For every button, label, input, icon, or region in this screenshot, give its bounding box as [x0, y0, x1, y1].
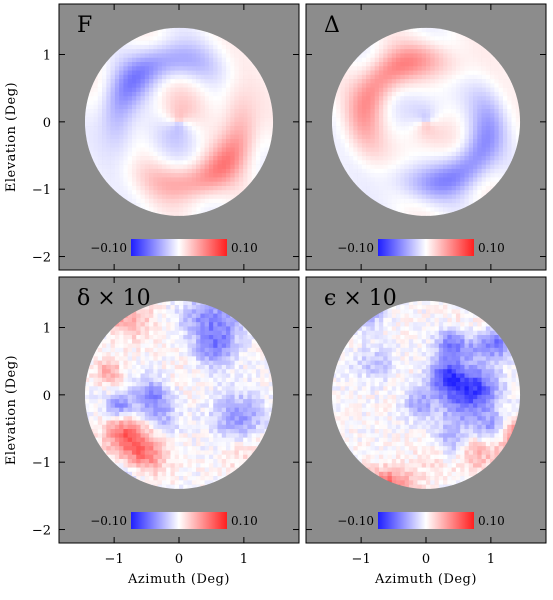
- xtick-label: 1: [240, 552, 248, 567]
- ytick-label: −1: [32, 456, 51, 471]
- heatmap-cells: [85, 28, 273, 216]
- xtick-label: 0: [175, 552, 183, 567]
- panel-title: Δ: [324, 13, 340, 38]
- x-axis-label: Azimuth (Deg): [127, 572, 230, 587]
- colorbar-min-label: −0.10: [90, 241, 127, 255]
- colorbar: [378, 512, 474, 529]
- y-axis-label: Elevation (Deg): [4, 355, 19, 465]
- ytick-label: −2: [32, 524, 51, 539]
- ytick-label: 0: [43, 389, 51, 404]
- panel-3: 1 0 −1 −2 −1 0 1 δ × 10 −0.10 0.10 Elevation (Deg)…: [4, 277, 299, 587]
- x-axis-label: Azimuth (Deg): [374, 572, 477, 587]
- panel-1: 1 0 −1 −2 F −0.10 0.10 Elevation (Deg): [4, 4, 299, 270]
- xtick-label: 1: [487, 552, 495, 567]
- panel-4: −1 0 1 ϵ × 10 −0.10 0.10 Azimuth (Deg): [306, 277, 546, 587]
- colorbar-max-label: 0.10: [478, 514, 505, 528]
- colorbar-min-label: −0.10: [337, 514, 374, 528]
- heatmap-cells: [332, 301, 520, 489]
- ytick-label: −1: [32, 183, 51, 198]
- colorbar: [131, 512, 227, 529]
- colorbar: [378, 239, 474, 256]
- colorbar-min-label: −0.10: [90, 514, 127, 528]
- colorbar-max-label: 0.10: [478, 241, 505, 255]
- ytick-label: −2: [32, 251, 51, 266]
- panel-title: δ × 10: [77, 286, 151, 311]
- colorbar-max-label: 0.10: [231, 514, 258, 528]
- xtick-label: −1: [105, 552, 124, 567]
- heatmap-cells: [332, 28, 520, 216]
- colorbar: [131, 239, 227, 256]
- colorbar-max-label: 0.10: [231, 241, 258, 255]
- ytick-label: 1: [43, 322, 51, 337]
- ytick-label: 0: [43, 116, 51, 131]
- panel-title: F: [77, 13, 92, 38]
- panel-title: ϵ × 10: [324, 286, 397, 311]
- colorbar-min-label: −0.10: [337, 241, 374, 255]
- ytick-label: 1: [43, 49, 51, 64]
- xtick-label: −1: [352, 552, 371, 567]
- panel-2: Δ −0.10 0.10: [306, 4, 546, 270]
- heatmap-cells: [85, 301, 273, 489]
- y-axis-label: Elevation (Deg): [4, 82, 19, 192]
- xtick-label: 0: [422, 552, 430, 567]
